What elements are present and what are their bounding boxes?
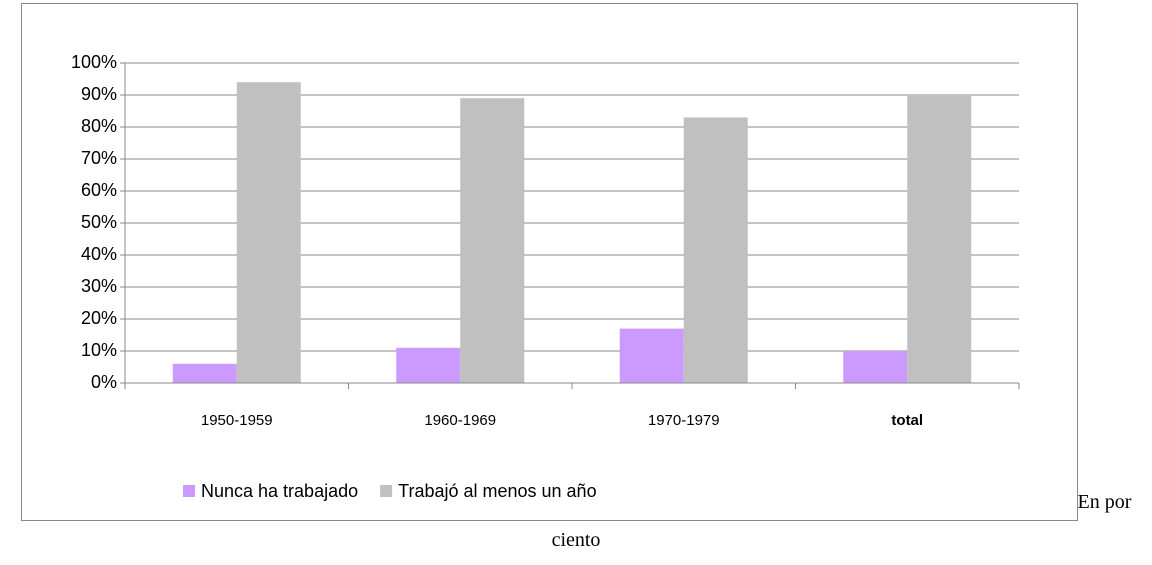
y-tick-label: 10% bbox=[81, 340, 117, 360]
y-tick-label: 40% bbox=[81, 244, 117, 264]
x-tick-label: 1960-1969 bbox=[424, 412, 496, 429]
y-tick-label: 80% bbox=[81, 116, 117, 136]
chart-frame bbox=[20, 3, 1078, 521]
bar bbox=[619, 328, 684, 383]
y-tick-label: 70% bbox=[81, 148, 117, 168]
legend-swatch bbox=[379, 485, 392, 497]
legend-swatch bbox=[182, 485, 195, 497]
x-tick-label: 1950-1959 bbox=[200, 412, 272, 429]
y-tick-label: 20% bbox=[81, 308, 117, 328]
y-tick-label: 50% bbox=[81, 212, 117, 232]
y-tick-label: 90% bbox=[81, 84, 117, 104]
y-tick-label: 0% bbox=[91, 372, 117, 392]
legend-label: Trabajó al menos un año bbox=[398, 481, 596, 501]
x-tick-label: total bbox=[891, 412, 923, 429]
bar bbox=[395, 347, 460, 383]
bar bbox=[236, 82, 301, 383]
x-tick-label: 1970-1979 bbox=[647, 412, 719, 429]
y-tick-label: 100% bbox=[71, 52, 117, 72]
legend-label: Nunca ha trabajado bbox=[201, 481, 358, 501]
chart: 0% 10% 20% 30% 40% 50% 60% 70% 80% 90% 100% 1950-19… bbox=[20, 3, 1078, 521]
y-tick-label: 60% bbox=[81, 180, 117, 200]
bar bbox=[683, 117, 748, 384]
bar bbox=[842, 351, 907, 383]
bar bbox=[459, 98, 524, 383]
bar bbox=[172, 363, 237, 383]
y-tick-label: 30% bbox=[81, 276, 117, 296]
caption: En por ciento bbox=[551, 491, 1132, 551]
bar bbox=[906, 95, 971, 383]
